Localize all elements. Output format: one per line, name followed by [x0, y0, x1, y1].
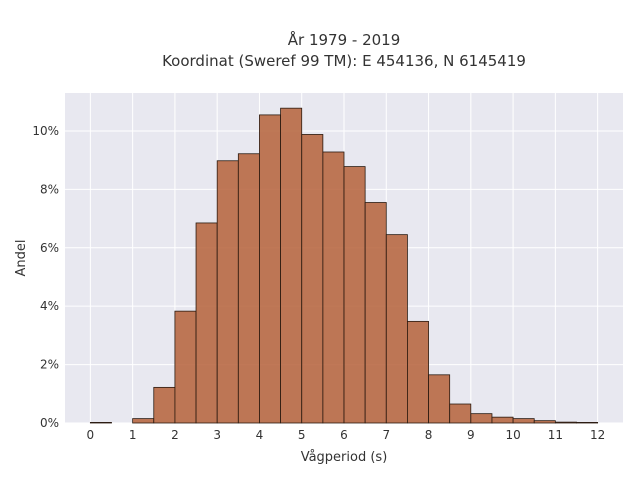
y-axis-ticks: 0% 2% 4% 6% 8% 10%	[32, 124, 59, 430]
x-tick-label: 2	[171, 428, 179, 442]
y-tick-label: 10%	[32, 124, 59, 138]
x-tick-label: 10	[505, 428, 520, 442]
histogram-bar	[174, 310, 197, 424]
x-tick-label: 9	[467, 428, 475, 442]
y-tick-label: 4%	[40, 299, 59, 313]
histogram-bar	[428, 374, 451, 424]
histogram-bar	[385, 234, 408, 424]
x-tick-label: 11	[548, 428, 563, 442]
histogram-bar	[89, 422, 112, 424]
histogram-bar	[491, 416, 514, 424]
chart-title-line1: År 1979 - 2019	[288, 30, 401, 49]
histogram-bar	[195, 222, 218, 424]
y-tick-label: 2%	[40, 358, 59, 372]
histogram-bar	[470, 413, 493, 424]
y-axis-label: Andel	[14, 240, 29, 277]
chart-title-line2: Koordinat (Sweref 99 TM): E 454136, N 61…	[162, 52, 526, 70]
x-tick-label: 8	[425, 428, 433, 442]
x-tick-label: 4	[256, 428, 264, 442]
x-tick-label: 5	[298, 428, 306, 442]
histogram-bars	[89, 107, 599, 424]
x-axis-label: Vågperiod (s)	[301, 450, 388, 465]
histogram-bar	[364, 202, 387, 424]
histogram-bar	[132, 418, 155, 424]
histogram-bar	[512, 418, 535, 424]
x-tick-label: 3	[213, 428, 221, 442]
histogram-bar	[554, 421, 577, 424]
x-tick-label: 1	[129, 428, 137, 442]
histogram-bar	[280, 107, 303, 424]
histogram-bar	[343, 166, 366, 424]
y-tick-label: 0%	[40, 416, 59, 430]
histogram-bar	[322, 151, 345, 424]
x-tick-label: 7	[382, 428, 390, 442]
histogram-bar	[216, 160, 239, 424]
x-tick-label: 0	[87, 428, 95, 442]
histogram-bar	[153, 386, 176, 424]
y-tick-label: 6%	[40, 241, 59, 255]
histogram-bar	[576, 422, 599, 424]
x-axis-ticks: 0 1 2 3 4 5 6 7 8 9 10 11 12	[87, 428, 606, 442]
histogram-bar	[407, 320, 429, 424]
histogram-bar	[533, 420, 556, 424]
histogram-bar	[237, 153, 260, 424]
histogram-bar	[259, 114, 281, 424]
x-tick-label: 6	[340, 428, 348, 442]
histogram-bar	[301, 134, 324, 424]
histogram-bar	[449, 403, 472, 424]
y-tick-label: 8%	[40, 182, 59, 196]
x-tick-label: 12	[590, 428, 605, 442]
